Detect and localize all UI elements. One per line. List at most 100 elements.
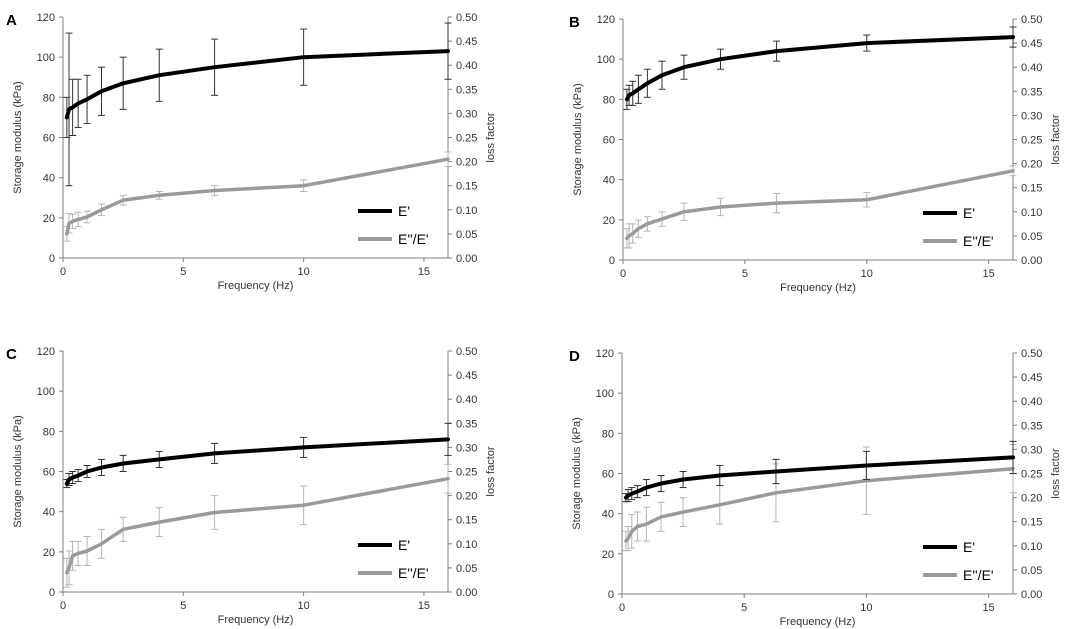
y2-tick-label: 0.30 bbox=[456, 108, 477, 120]
y-tick-label: 40 bbox=[43, 173, 55, 185]
panel-label: A bbox=[6, 12, 17, 29]
y-tick-label: 100 bbox=[37, 52, 55, 64]
y2-tick-label: 0.10 bbox=[1021, 541, 1042, 553]
x-tick-label: 10 bbox=[861, 268, 873, 280]
y-tick-label: 120 bbox=[597, 14, 615, 26]
y2-tick-label: 0.15 bbox=[1021, 517, 1042, 529]
legend-label: E''/E' bbox=[963, 567, 994, 583]
y2-tick-label: 0.40 bbox=[1021, 62, 1042, 74]
x-tick-label: 0 bbox=[619, 602, 625, 614]
y2-tick-label: 0.45 bbox=[1021, 38, 1042, 50]
y2-tick-label: 0.40 bbox=[1021, 396, 1042, 408]
x-axis-title: Frequency (Hz) bbox=[218, 614, 294, 626]
y2-tick-label: 0.50 bbox=[456, 12, 477, 24]
y2-tick-label: 0.05 bbox=[1021, 565, 1042, 577]
series-line bbox=[65, 157, 450, 236]
y2-tick-label: 0.45 bbox=[456, 36, 477, 48]
legend-label: E''/E' bbox=[963, 233, 994, 249]
y2-tick-label: 0.50 bbox=[1021, 14, 1042, 26]
y-axis-title: Storage modulus (kPa) bbox=[12, 81, 24, 194]
y2-tick-label: 0.45 bbox=[456, 370, 477, 382]
series-storage-modulus bbox=[623, 26, 1017, 110]
y-tick-label: 80 bbox=[602, 428, 614, 440]
x-tick-label: 10 bbox=[298, 266, 310, 278]
y-tick-label: 20 bbox=[603, 215, 615, 227]
panel-label: D bbox=[569, 348, 580, 365]
series-storage-modulus bbox=[63, 422, 452, 489]
y-tick-label: 80 bbox=[43, 426, 55, 438]
x-tick-label: 10 bbox=[298, 600, 310, 612]
y-tick-label: 100 bbox=[37, 386, 55, 398]
y2-axis-title: loss factor bbox=[1050, 448, 1062, 498]
x-tick-label: 15 bbox=[982, 602, 994, 614]
y-tick-label: 80 bbox=[603, 94, 615, 106]
y-tick-label: 120 bbox=[37, 12, 55, 24]
x-tick-label: 10 bbox=[860, 602, 872, 614]
series-storage-modulus bbox=[622, 440, 1017, 503]
y-tick-label: 40 bbox=[603, 175, 615, 187]
legend-label: E' bbox=[963, 205, 975, 221]
legend: E' E''/E' bbox=[923, 205, 994, 249]
series-line bbox=[624, 466, 1015, 543]
chart-panel-b: B0204060801001200.000.050.100.150.200.25… bbox=[569, 14, 1062, 294]
y2-tick-label: 0.50 bbox=[456, 346, 477, 358]
series-storage-modulus bbox=[63, 22, 452, 187]
y-tick-label: 20 bbox=[602, 549, 614, 561]
y2-axis-title: loss factor bbox=[485, 446, 497, 496]
y-tick-label: 80 bbox=[43, 92, 55, 104]
y-axis-title: Storage modulus (kPa) bbox=[571, 417, 583, 530]
y2-tick-label: 0.20 bbox=[456, 157, 477, 169]
legend-label: E''/E' bbox=[398, 231, 429, 247]
y-tick-label: 0 bbox=[609, 255, 615, 267]
y2-tick-label: 0.00 bbox=[1021, 589, 1042, 601]
y2-tick-label: 0.10 bbox=[1021, 207, 1042, 219]
y2-tick-label: 0.40 bbox=[456, 60, 477, 72]
x-tick-label: 0 bbox=[620, 268, 626, 280]
y2-tick-label: 0.20 bbox=[456, 491, 477, 503]
y2-tick-label: 0.00 bbox=[456, 587, 477, 599]
y2-tick-label: 0.35 bbox=[1021, 86, 1042, 98]
y2-tick-label: 0.20 bbox=[1021, 493, 1042, 505]
series-line bbox=[64, 49, 450, 120]
y2-tick-label: 0.25 bbox=[456, 467, 477, 479]
y2-tick-label: 0.35 bbox=[456, 418, 477, 430]
y2-tick-label: 0.30 bbox=[456, 442, 477, 454]
y2-tick-label: 0.10 bbox=[456, 205, 477, 217]
series-loss-factor bbox=[63, 151, 452, 242]
y-tick-label: 60 bbox=[43, 133, 55, 145]
y-tick-label: 20 bbox=[43, 547, 55, 559]
x-tick-label: 15 bbox=[418, 600, 430, 612]
series-loss-factor bbox=[623, 165, 1017, 249]
series-loss-factor bbox=[63, 463, 452, 588]
legend-label: E''/E' bbox=[398, 565, 429, 581]
y2-tick-label: 0.05 bbox=[1021, 231, 1042, 243]
chart-panel-c: C0204060801001200.000.050.100.150.200.25… bbox=[6, 346, 497, 626]
y2-tick-label: 0.25 bbox=[456, 133, 477, 145]
y-tick-label: 60 bbox=[603, 135, 615, 147]
y-tick-label: 60 bbox=[602, 469, 614, 481]
x-axis-title: Frequency (Hz) bbox=[780, 616, 856, 628]
y2-tick-label: 0.25 bbox=[1021, 469, 1042, 481]
legend-label: E' bbox=[398, 203, 410, 219]
y2-tick-label: 0.15 bbox=[1021, 183, 1042, 195]
y2-axis-title: loss factor bbox=[485, 112, 497, 162]
series-line bbox=[624, 35, 1015, 102]
legend: E' E''/E' bbox=[358, 537, 429, 581]
y-tick-label: 100 bbox=[596, 388, 614, 400]
y-tick-label: 20 bbox=[43, 213, 55, 225]
x-axis-title: Frequency (Hz) bbox=[218, 280, 294, 292]
y2-tick-label: 0.35 bbox=[456, 84, 477, 96]
series-line bbox=[65, 476, 450, 575]
x-tick-label: 5 bbox=[741, 602, 747, 614]
y2-tick-label: 0.00 bbox=[1021, 255, 1042, 267]
series-line bbox=[625, 169, 1015, 241]
x-tick-label: 15 bbox=[418, 266, 430, 278]
y2-tick-label: 0.45 bbox=[1021, 372, 1042, 384]
panel-label: B bbox=[569, 14, 580, 31]
series-loss-factor bbox=[622, 444, 1017, 552]
y2-tick-label: 0.30 bbox=[1021, 110, 1042, 122]
y2-tick-label: 0.25 bbox=[1021, 135, 1042, 147]
x-tick-label: 5 bbox=[742, 268, 748, 280]
y-tick-label: 120 bbox=[37, 346, 55, 358]
